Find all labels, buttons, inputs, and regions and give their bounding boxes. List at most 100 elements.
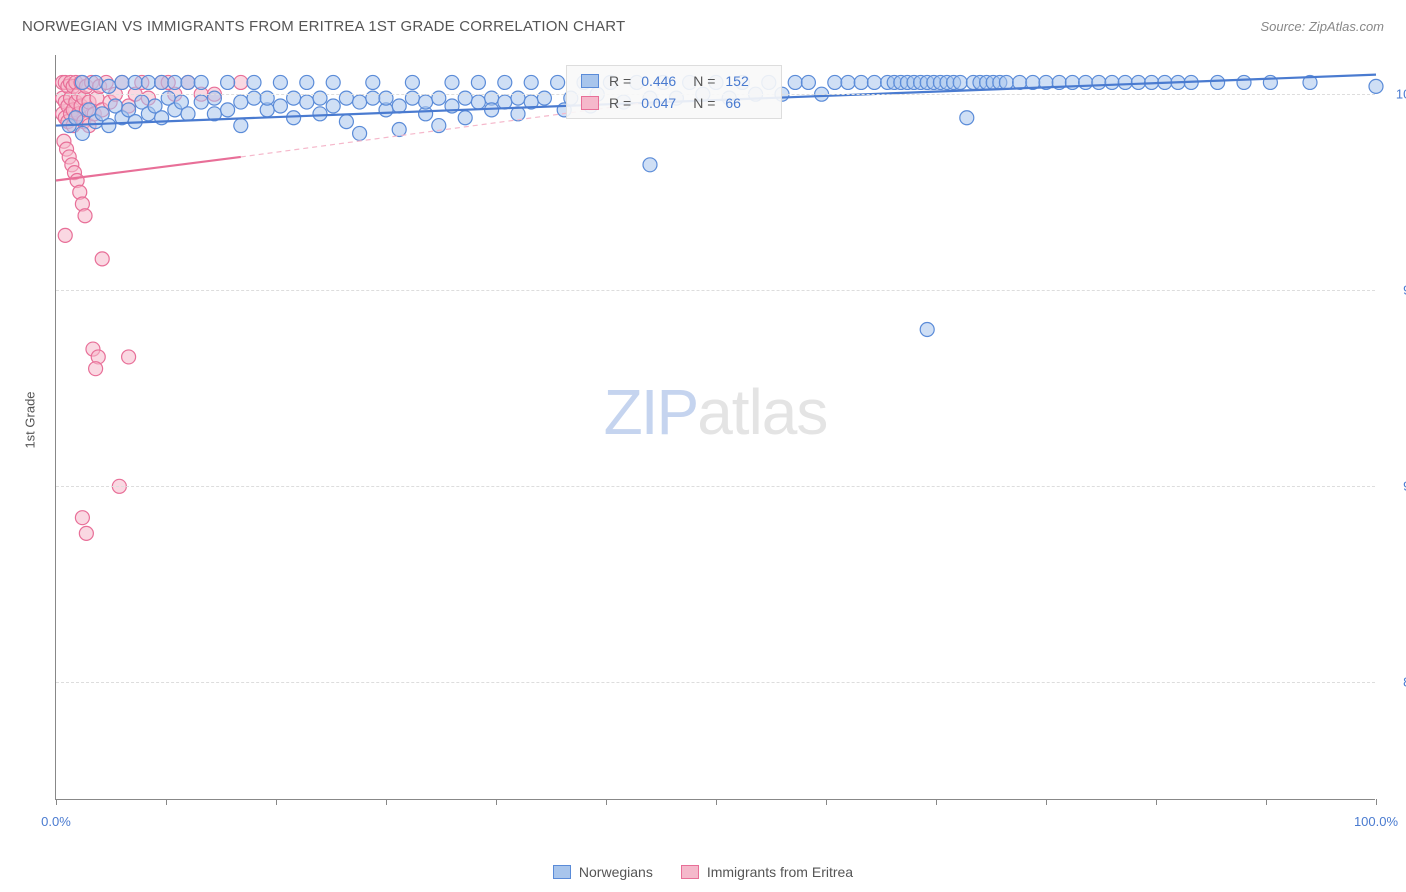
scatter-point <box>234 75 248 89</box>
scatter-point <box>89 75 103 89</box>
scatter-point <box>273 75 287 89</box>
scatter-point <box>471 75 485 89</box>
swatch-eritrea <box>681 865 699 879</box>
gridline <box>56 290 1375 291</box>
scatter-point <box>920 322 934 336</box>
scatter-point <box>128 75 142 89</box>
y-axis-title: 1st Grade <box>23 391 38 448</box>
scatter-point <box>247 75 261 89</box>
scatter-point <box>122 350 136 364</box>
scatter-point <box>89 362 103 376</box>
scatter-point <box>1211 75 1225 89</box>
scatter-point <box>999 75 1013 89</box>
scatter-point <box>1131 75 1145 89</box>
r-value-norwegians: 0.446 <box>641 73 683 89</box>
scatter-point <box>471 95 485 109</box>
scatter-point <box>392 99 406 113</box>
scatter-point <box>234 95 248 109</box>
scatter-point <box>155 75 169 89</box>
scatter-point <box>392 123 406 137</box>
x-tick <box>56 799 57 805</box>
scatter-point <box>273 99 287 113</box>
x-tick <box>1376 799 1377 805</box>
n-value-norwegians: 152 <box>725 73 767 89</box>
stats-row-eritrea: R = 0.047 N = 66 <box>567 92 781 114</box>
n-value-eritrea: 66 <box>725 95 767 111</box>
scatter-point <box>75 126 89 140</box>
scatter-point <box>801 75 815 89</box>
scatter-point <box>313 107 327 121</box>
scatter-point <box>102 119 116 133</box>
scatter-point <box>194 95 208 109</box>
x-tick-label: 100.0% <box>1354 814 1398 829</box>
y-tick-label: 95.0% <box>1385 283 1406 298</box>
x-tick <box>166 799 167 805</box>
scatter-point <box>1118 75 1132 89</box>
x-tick-label: 0.0% <box>41 814 71 829</box>
scatter-point <box>445 75 459 89</box>
scatter-point <box>498 75 512 89</box>
y-tick-label: 85.0% <box>1385 675 1406 690</box>
x-tick <box>1266 799 1267 805</box>
swatch-eritrea <box>581 96 599 110</box>
scatter-point <box>75 511 89 525</box>
x-tick <box>716 799 717 805</box>
scatter-point <box>78 209 92 223</box>
r-label: R = <box>609 95 631 111</box>
n-label: N = <box>693 95 715 111</box>
scatter-point <box>953 75 967 89</box>
scatter-point <box>1105 75 1119 89</box>
swatch-norwegians <box>581 74 599 88</box>
scatter-point <box>419 95 433 109</box>
scatter-point <box>788 75 802 89</box>
scatter-point <box>75 75 89 89</box>
x-tick <box>936 799 937 805</box>
gridline <box>56 682 1375 683</box>
x-tick <box>386 799 387 805</box>
scatter-point <box>194 75 208 89</box>
scatter-point <box>405 75 419 89</box>
chart-title: NORWEGIAN VS IMMIGRANTS FROM ERITREA 1ST… <box>22 18 625 35</box>
scatter-point <box>551 75 565 89</box>
gridline <box>56 486 1375 487</box>
scatter-point <box>339 115 353 129</box>
scatter-point <box>141 75 155 89</box>
scatter-point <box>234 119 248 133</box>
scatter-point <box>828 75 842 89</box>
legend-label-norwegians: Norwegians <box>579 864 653 880</box>
scatter-point <box>1092 75 1106 89</box>
scatter-point <box>326 75 340 89</box>
legend-item-norwegians: Norwegians <box>553 864 653 880</box>
series-legend: Norwegians Immigrants from Eritrea <box>0 864 1406 880</box>
scatter-point <box>115 75 129 89</box>
scatter-point <box>326 99 340 113</box>
scatter-point <box>58 228 72 242</box>
scatter-point <box>960 111 974 125</box>
x-tick <box>496 799 497 805</box>
y-tick-label: 100.0% <box>1385 87 1406 102</box>
scatter-point <box>287 111 301 125</box>
scatter-point <box>867 75 881 89</box>
scatter-point <box>300 75 314 89</box>
x-tick <box>1156 799 1157 805</box>
scatter-point <box>221 75 235 89</box>
trend-line <box>56 157 241 181</box>
scatter-point <box>221 103 235 117</box>
scatter-point <box>181 75 195 89</box>
stats-legend: R = 0.446 N = 152 R = 0.047 N = 66 <box>566 65 782 119</box>
legend-label-eritrea: Immigrants from Eritrea <box>707 864 853 880</box>
x-tick <box>826 799 827 805</box>
scatter-point <box>102 79 116 93</box>
scatter-point <box>69 111 83 125</box>
scatter-point <box>300 95 314 109</box>
y-tick-label: 90.0% <box>1385 479 1406 494</box>
swatch-norwegians <box>553 865 571 879</box>
source-attribution: Source: ZipAtlas.com <box>1260 19 1384 34</box>
scatter-point <box>79 526 93 540</box>
scatter-point <box>95 252 109 266</box>
x-tick <box>1046 799 1047 805</box>
scatter-point <box>366 75 380 89</box>
scatter-point <box>1369 79 1383 93</box>
header: NORWEGIAN VS IMMIGRANTS FROM ERITREA 1ST… <box>22 18 1384 35</box>
chart-svg <box>56 55 1375 799</box>
